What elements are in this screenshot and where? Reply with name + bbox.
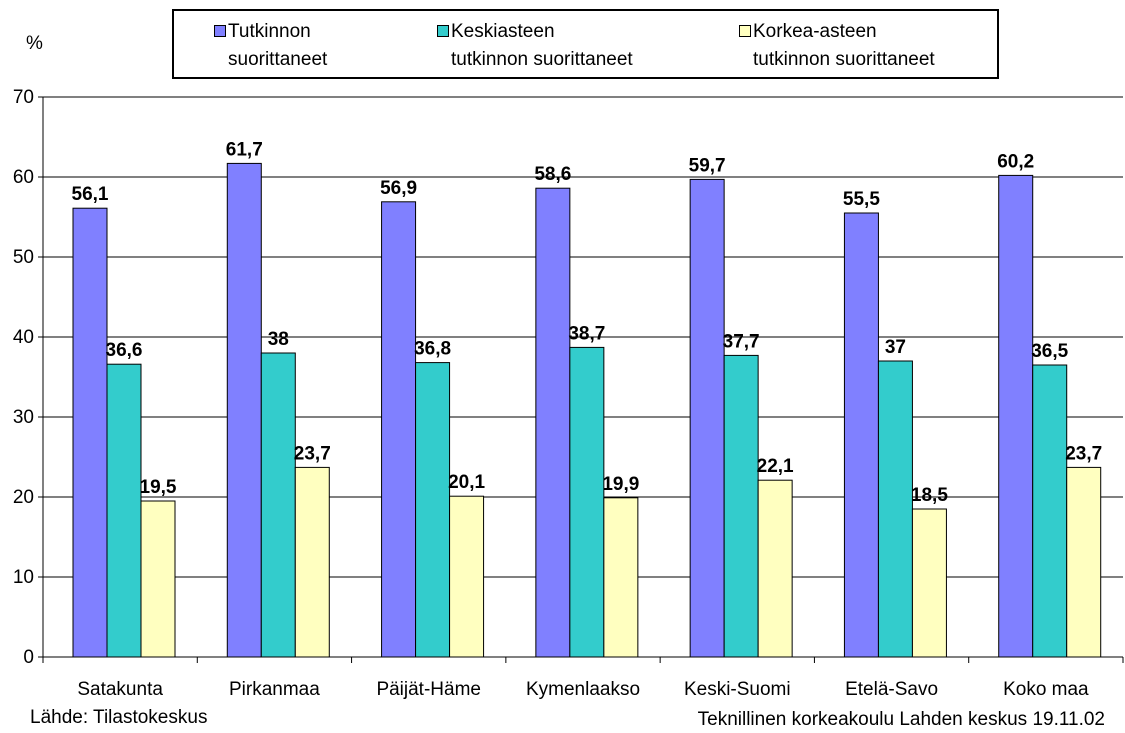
bar (877, 360, 913, 658)
x-category-label: Satakunta (77, 679, 163, 700)
bar-value-label: 58,6 (534, 164, 571, 185)
bar (998, 174, 1034, 658)
legend-swatch-series-3 (739, 25, 751, 37)
data-labels: 56,1 61,7 56,9 58,6 59,7 55,5 60,2 36,6 38 36,8 38… (72, 139, 1103, 506)
x-category-label: Pirkanmaa (229, 679, 320, 700)
credit-note: Teknillinen korkeakoulu Lahden keskus 19… (697, 709, 1105, 730)
bar (569, 346, 605, 658)
bar (1066, 466, 1102, 658)
y-tick-label: 50 (13, 247, 34, 268)
bar (415, 362, 451, 658)
bar (449, 495, 485, 658)
bar-value-label: 60,2 (997, 151, 1034, 172)
legend-label-series-1-line-2: suorittaneet (228, 49, 328, 70)
bar-value-label: 18,5 (911, 485, 948, 506)
y-tick-label: 30 (13, 407, 34, 428)
bar-value-label: 19,9 (602, 474, 639, 495)
legend-label-series-2-line-2: tutkinnon suorittaneet (451, 49, 633, 70)
bar (689, 178, 725, 658)
bar-value-label: 36,5 (1031, 341, 1068, 362)
bar (140, 500, 176, 658)
bar (381, 201, 417, 658)
legend-label-series-3-line-2: tutkinnon suorittaneet (753, 49, 935, 70)
bar (226, 162, 262, 658)
bars (72, 162, 1102, 658)
y-tick-label: 60 (13, 167, 34, 188)
axes: 0 10 20 30 40 50 60 70 Satakunta Pirkanmaa Päijät-… (13, 87, 1124, 700)
bar (757, 479, 793, 658)
bar-value-label: 37 (885, 337, 906, 358)
y-tick-label: 20 (13, 487, 34, 508)
x-category-label: Päijät-Häme (376, 679, 481, 700)
legend-label-series-3-line-1: Korkea-asteen (753, 21, 877, 42)
bar-value-label: 55,5 (843, 189, 880, 210)
bar (72, 207, 108, 658)
bar-value-label: 38 (268, 329, 289, 350)
source-note: Lähde: Tilastokeskus (30, 707, 208, 728)
bar-value-label: 37,7 (723, 331, 760, 352)
y-axis-unit-label: % (26, 33, 43, 54)
bar-value-label: 38,7 (568, 323, 605, 344)
bar (106, 363, 142, 658)
bar (1032, 364, 1068, 658)
x-category-label: Keski-Suomi (684, 679, 791, 700)
bar-value-label: 36,8 (414, 339, 451, 360)
legend-swatch-series-1 (214, 25, 226, 37)
bar (260, 352, 296, 658)
bar-value-label: 59,7 (689, 155, 726, 176)
bar-value-label: 22,1 (757, 456, 794, 477)
bar-value-label: 36,6 (106, 340, 143, 361)
y-tick-label: 10 (13, 567, 34, 588)
bar-value-label: 56,9 (380, 178, 417, 199)
legend-swatch-series-2 (437, 25, 449, 37)
bar-value-label: 19,5 (140, 477, 177, 498)
bar (911, 508, 947, 658)
legend-label-series-2-line-1: Keskiasteen (451, 21, 555, 42)
x-category-label: Koko maa (1003, 679, 1089, 700)
y-tick-label: 0 (23, 647, 34, 668)
bar-value-label: 61,7 (226, 139, 263, 160)
y-tick-label: 40 (13, 327, 34, 348)
x-category-label: Kymenlaakso (526, 679, 640, 700)
bar-value-label: 23,7 (294, 443, 331, 464)
legend-label-series-1-line-1: Tutkinnon (228, 21, 311, 42)
x-category-label: Etelä-Savo (845, 679, 938, 700)
bar (294, 466, 330, 658)
bar-value-label: 20,1 (448, 472, 485, 493)
bar (603, 497, 639, 658)
bar (843, 212, 879, 658)
bar (723, 354, 759, 658)
y-tick-label: 70 (13, 87, 34, 108)
bar-value-label: 23,7 (1065, 443, 1102, 464)
bar (535, 187, 571, 658)
legend: Tutkinnon suorittaneet Keskiasteen tutki… (172, 9, 999, 79)
bar-value-label: 56,1 (72, 184, 109, 205)
